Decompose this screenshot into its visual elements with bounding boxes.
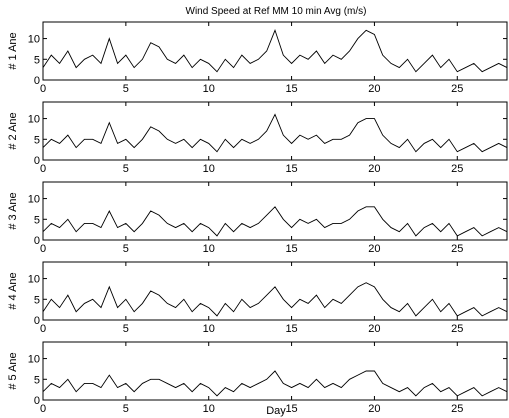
x-axis-label: Day <box>266 405 286 417</box>
x-tick-label: 0 <box>40 323 46 335</box>
x-tick-label: 15 <box>285 323 297 335</box>
panel-5: 0 5 10 15 20 25 0 5 10 # 5 Ane <box>7 341 508 415</box>
y-axis-label: # 3 Ane <box>7 192 19 229</box>
x-tick-label: 10 <box>203 323 215 335</box>
series-line <box>42 28 508 73</box>
x-tick-label: 10 <box>203 163 215 175</box>
y-tick-label: 5 <box>34 134 40 146</box>
panel-frame <box>42 181 508 241</box>
y-tick-label: 10 <box>28 194 40 206</box>
y-axis-label: # 1 Ane <box>7 32 19 69</box>
x-tick-label: 25 <box>451 403 463 415</box>
panel-frame <box>42 21 508 81</box>
series-line <box>42 206 508 237</box>
panel-3: 0 5 10 15 20 25 0 5 10 # 3 Ane <box>7 181 508 255</box>
y-tick-label: 5 <box>34 54 40 66</box>
y-tick-label: 0 <box>34 315 40 327</box>
x-tick-label: 15 <box>285 243 297 255</box>
x-tick-label: 20 <box>368 323 380 335</box>
x-tick-label: 10 <box>203 83 215 95</box>
x-tick-label: 20 <box>368 163 380 175</box>
x-tick-label: 15 <box>285 163 297 175</box>
x-tick-label: 10 <box>203 243 215 255</box>
x-tick-label: 20 <box>368 403 380 415</box>
x-tick-label: 0 <box>40 163 46 175</box>
x-tick-label: 5 <box>123 403 129 415</box>
y-axis-label: # 5 Ane <box>7 352 19 389</box>
x-tick-label: 5 <box>123 83 129 95</box>
panel-4: 0 5 10 15 20 25 0 5 10 # 4 Ane <box>7 261 508 335</box>
y-axis-label: # 2 Ane <box>7 112 19 149</box>
y-tick-label: 5 <box>34 374 40 386</box>
x-tick-label: 15 <box>285 403 297 415</box>
panel-2: 0 5 10 15 20 25 0 5 10 # 2 Ane <box>7 101 508 175</box>
y-axis-label: # 4 Ane <box>7 272 19 309</box>
panel-1: 0 5 10 15 20 25 0 5 10 # 1 Ane <box>7 21 508 95</box>
x-tick-label: 25 <box>451 163 463 175</box>
chart-title: Wind Speed at Ref MM 10 min Avg (m/s) <box>186 6 367 17</box>
series-line <box>42 370 508 397</box>
x-tick-label: 0 <box>40 243 46 255</box>
series-line <box>42 113 508 153</box>
x-tick-label: 25 <box>451 243 463 255</box>
panel-frame <box>42 261 508 321</box>
x-tick-label: 10 <box>203 403 215 415</box>
x-tick-label: 5 <box>123 243 129 255</box>
x-tick-label: 25 <box>451 83 463 95</box>
x-tick-label: 5 <box>123 163 129 175</box>
y-tick-label: 10 <box>28 34 40 46</box>
panels-layer: 0 5 10 15 20 25 0 5 10 # 1 Ane 0 5 10 15 20 25 0 5 10 # 2 A… <box>7 21 508 415</box>
y-tick-label: 10 <box>28 114 40 126</box>
y-tick-label: 0 <box>34 235 40 247</box>
x-tick-label: 20 <box>368 243 380 255</box>
y-tick-label: 5 <box>34 294 40 306</box>
y-tick-label: 10 <box>28 354 40 366</box>
x-tick-label: 0 <box>40 83 46 95</box>
x-tick-label: 25 <box>451 323 463 335</box>
y-tick-label: 0 <box>34 395 40 407</box>
y-tick-label: 10 <box>28 274 40 286</box>
x-tick-label: 0 <box>40 403 46 415</box>
x-tick-label: 20 <box>368 83 380 95</box>
panel-frame <box>42 341 508 401</box>
series-line <box>42 282 508 317</box>
y-tick-label: 5 <box>34 214 40 226</box>
panel-frame <box>42 101 508 161</box>
y-tick-label: 0 <box>34 75 40 87</box>
x-tick-label: 15 <box>285 83 297 95</box>
y-tick-label: 0 <box>34 155 40 167</box>
x-tick-label: 5 <box>123 323 129 335</box>
